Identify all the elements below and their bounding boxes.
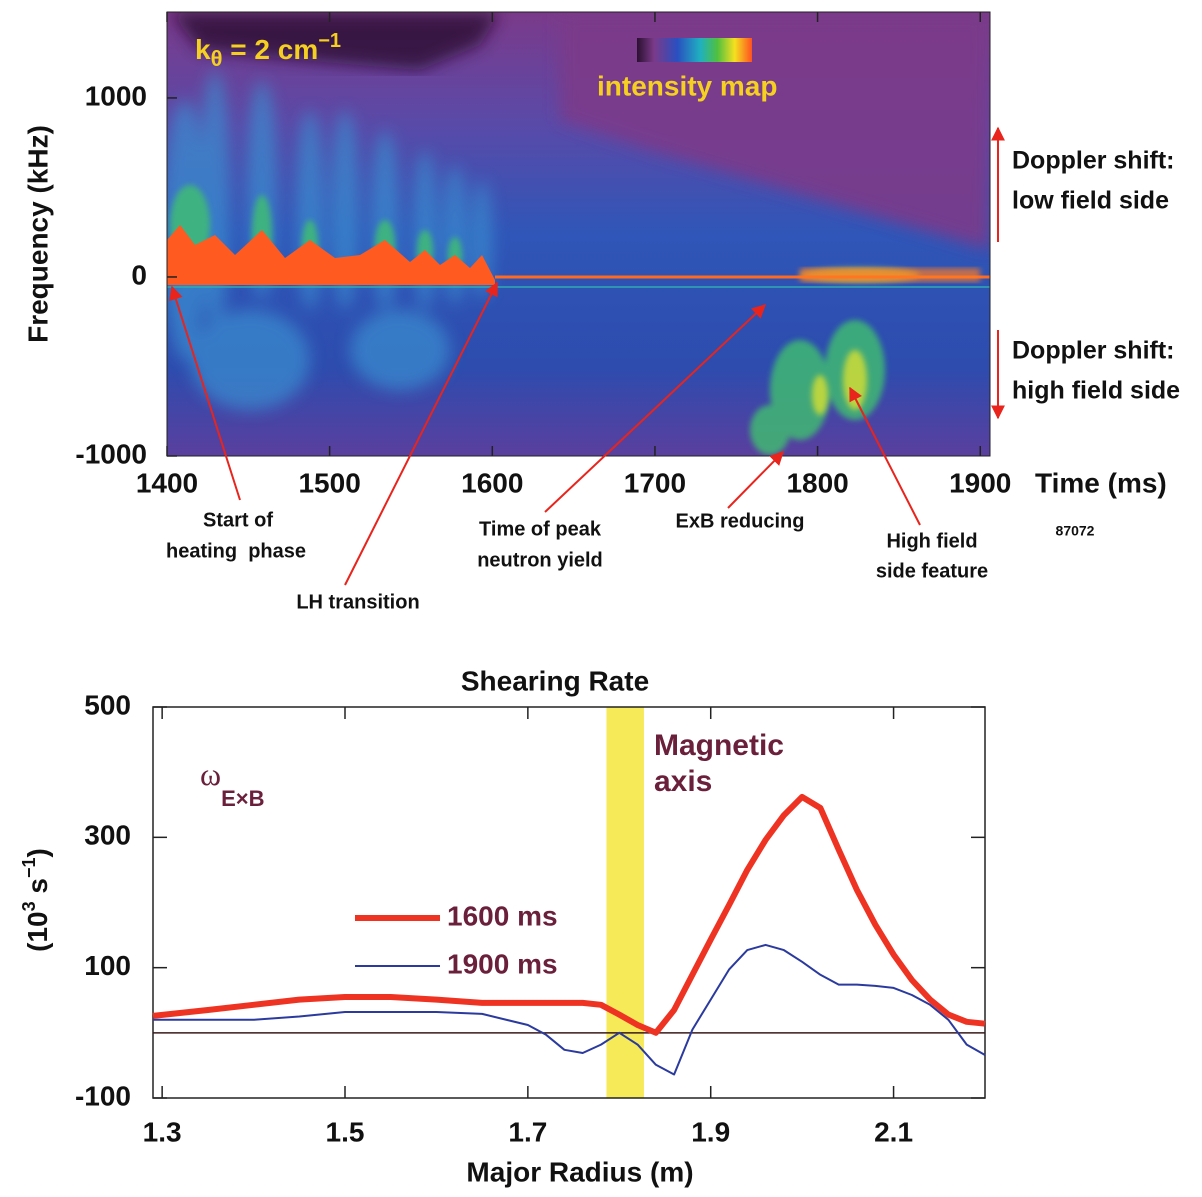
- annotation: heating phase: [166, 540, 306, 562]
- y-axis-label: Frequency (kHz): [22, 125, 53, 343]
- symbol-label: ωE×B: [200, 756, 264, 810]
- omega: ω: [200, 756, 221, 792]
- highlight-label: Magnetic: [654, 729, 784, 762]
- x-tick-label: 1700: [624, 467, 686, 498]
- y-tick-label: -1000: [75, 438, 147, 469]
- x-axis-label: Major Radius (m): [466, 1156, 693, 1187]
- y-tick-label: 1000: [85, 80, 147, 111]
- annotation: Time of peak: [479, 518, 602, 540]
- annotation: ExB reducing: [676, 510, 805, 532]
- y-label-part: s: [22, 878, 53, 901]
- x-tick-label: 1600: [461, 467, 523, 498]
- x-tick-label: 1.5: [326, 1116, 365, 1147]
- x-tick-label: 1400: [136, 467, 198, 498]
- symbol-sub: E×B: [221, 786, 264, 811]
- x-axis-label: Time (ms): [1035, 467, 1167, 498]
- side-label: Doppler shift:: [1012, 337, 1175, 365]
- eq: = 2 cm: [222, 34, 318, 65]
- y-tick-label: 100: [84, 950, 131, 981]
- series-line: [153, 943, 986, 1076]
- legend-label: 1900 ms: [447, 948, 558, 979]
- x-tick-label: 1900: [949, 467, 1011, 498]
- y-tick-label: 0: [131, 259, 147, 290]
- highlight-band: [606, 707, 644, 1098]
- colorbar-label: intensity map: [597, 70, 777, 101]
- x-tick-label: 1.9: [691, 1116, 730, 1147]
- wavenumber-label: kθ = 2 cm−1: [195, 30, 341, 71]
- x-tick-label: 1.3: [143, 1116, 182, 1147]
- highlight-label: axis: [654, 765, 712, 798]
- theta: θ: [211, 46, 223, 71]
- x-tick-label: 1.7: [508, 1116, 547, 1147]
- series-line: [152, 793, 986, 1036]
- y-label-part: (10: [22, 911, 53, 951]
- y-axis-label: (103 s−1): [19, 848, 54, 952]
- shot-number: 87072: [1056, 523, 1095, 539]
- exp: −1: [318, 30, 341, 52]
- side-label: high field side: [1012, 377, 1180, 405]
- annotation: LH transition: [296, 591, 419, 613]
- x-tick-label: 1800: [786, 467, 848, 498]
- annotation: High field: [886, 530, 977, 552]
- plot-frame: [152, 706, 986, 1099]
- legend-label: 1600 ms: [447, 900, 558, 931]
- annotation-arrows: [169, 281, 921, 586]
- spectrogram-image: [167, 12, 990, 456]
- y-tick-label: 300: [84, 820, 131, 851]
- k: k: [195, 34, 211, 65]
- y-label-sup: −1: [19, 857, 39, 878]
- y-label-part: ): [22, 848, 53, 857]
- annotation: side feature: [876, 560, 988, 582]
- x-tick-label: 2.1: [874, 1116, 913, 1147]
- chart-title: Shearing Rate: [461, 665, 649, 696]
- y-tick-label: -100: [75, 1080, 131, 1111]
- annotation: neutron yield: [477, 549, 603, 571]
- plot-frame: [166, 11, 991, 457]
- side-label: low field side: [1012, 187, 1169, 215]
- y-label-sup: 3: [19, 901, 39, 911]
- x-tick-label: 1500: [298, 467, 360, 498]
- y-tick-label: 500: [84, 689, 131, 720]
- annotation: Start of: [203, 509, 273, 531]
- side-label: Doppler shift:: [1012, 147, 1175, 175]
- colorbar: [637, 38, 752, 62]
